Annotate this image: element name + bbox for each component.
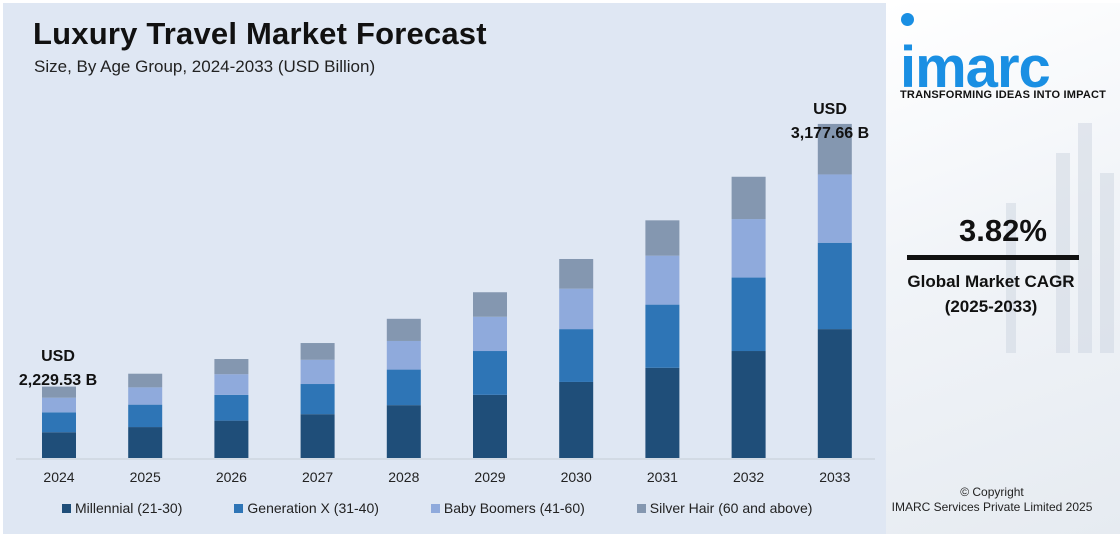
start-value-annotation: USD 2,229.53 B (8, 345, 108, 393)
x-tick-label-2032: 2032 (733, 469, 764, 485)
cagr-label: Global Market CAGR (2025-2033) (886, 269, 1096, 319)
bar-segment-2033-s2 (817, 174, 852, 243)
legend-label: Millennial (21-30) (75, 500, 183, 516)
bar-segment-2025-s0 (128, 427, 163, 458)
x-tick-label-2027: 2027 (302, 469, 333, 485)
bar-segment-2029-s0 (473, 394, 507, 458)
bar-segment-2030-s2 (559, 288, 594, 330)
legend-item-generation-x: Generation X (31-40) (234, 500, 379, 516)
bar-segment-2026-s3 (214, 359, 249, 375)
chart-legend: Millennial (21-30) Generation X (31-40) … (62, 500, 812, 516)
cagr-label-line2: (2025-2033) (944, 297, 1038, 316)
bar-segment-2025-s1 (128, 404, 163, 428)
legend-item-millennial: Millennial (21-30) (62, 500, 182, 516)
bar-segment-2024-s0 (42, 432, 76, 458)
bar-segment-2027-s3 (300, 343, 335, 360)
end-value: 3,177.66 B (790, 125, 870, 142)
x-tick-label-2026: 2026 (216, 469, 247, 485)
legend-swatch (234, 503, 244, 513)
start-value: 2,229.53 B (18, 372, 98, 389)
bar-segment-2032-s2 (731, 219, 766, 278)
x-tick-label-2025: 2025 (130, 469, 161, 485)
copyright-notice: © Copyright IMARC Services Private Limit… (886, 485, 1098, 515)
bar-segment-2029-s3 (473, 292, 507, 317)
x-tick-label-2024: 2024 (43, 469, 74, 485)
bar-segment-2032-s1 (731, 277, 766, 352)
x-tick-label-2030: 2030 (561, 469, 592, 485)
bar-segment-2024-s2 (42, 397, 76, 413)
bar-segment-2029-s1 (473, 351, 507, 395)
bar-segment-2032-s3 (731, 176, 766, 220)
chart-subtitle: Size, By Age Group, 2024-2033 (USD Billi… (34, 57, 376, 76)
bar-segment-2027-s1 (300, 384, 335, 415)
bar-segment-2031-s3 (645, 220, 680, 256)
legend-swatch (62, 503, 71, 513)
bar-segment-2027-s2 (300, 359, 335, 385)
bar-segment-2030-s3 (559, 258, 594, 289)
decorative-background-graphic (1006, 123, 1114, 353)
logo-tagline: TRANSFORMING IDEAS INTO IMPACT (900, 89, 1107, 101)
x-tick-label-2028: 2028 (388, 469, 419, 485)
side-panel: imarc TRANSFORMING IDEAS INTO IMPACT 3.8… (886, 3, 1120, 534)
x-tick-label-2033: 2033 (819, 469, 850, 485)
copyright-line2: IMARC Services Private Limited 2025 (891, 500, 1093, 514)
imarc-logo: imarc (900, 35, 1051, 100)
bar-segment-2032-s0 (731, 351, 766, 458)
bar-segment-2031-s0 (645, 367, 680, 458)
bar-segment-2030-s1 (559, 329, 594, 382)
cagr-value: 3.82% (959, 213, 1047, 248)
bar-segment-2031-s1 (645, 304, 680, 368)
bar-segment-2024-s1 (42, 412, 76, 433)
legend-swatch (430, 503, 440, 513)
bars-layer (42, 123, 852, 458)
end-value-annotation: USD 3,177.66 B (780, 98, 880, 146)
bar-segment-2026-s2 (214, 374, 249, 395)
legend-label: Baby Boomers (41-60) (443, 500, 585, 516)
bar-segment-2025-s2 (128, 387, 163, 405)
legend-item-silver-hair: Silver Hair (60 and above) (636, 500, 813, 516)
start-currency: USD (41, 348, 75, 365)
copyright-line1: © Copyright (960, 485, 1024, 499)
x-tick-label-2031: 2031 (647, 469, 678, 485)
bar-segment-2033-s0 (817, 329, 852, 458)
legend-swatch (636, 503, 646, 513)
chart-title: Luxury Travel Market Forecast (33, 16, 487, 51)
legend-label: Generation X (31-40) (247, 500, 379, 516)
bar-segment-2030-s0 (559, 381, 594, 458)
bar-segment-2028-s0 (386, 405, 421, 458)
bar-segment-2026-s1 (214, 394, 249, 421)
bar-segment-2024-s3 (42, 386, 76, 398)
bar-segment-2033-s3 (817, 123, 852, 175)
legend-label: Silver Hair (60 and above) (649, 500, 813, 516)
cagr-divider (907, 255, 1079, 260)
x-tick-label-2029: 2029 (474, 469, 505, 485)
legend-item-baby-boomers: Baby Boomers (41-60) (430, 500, 585, 516)
bar-segment-2027-s0 (300, 414, 335, 458)
bar-segment-2029-s2 (473, 316, 507, 352)
bar-segment-2025-s3 (128, 373, 163, 388)
bar-chart: 2024 2025 2026 2027 2028 2029 2030 2031 2032 2033 (16, 123, 875, 485)
cagr-label-line1: Global Market CAGR (907, 272, 1075, 291)
bar-segment-2033-s1 (817, 242, 852, 330)
bar-segment-2028-s3 (386, 318, 421, 341)
bar-segment-2031-s2 (645, 255, 680, 305)
bar-segment-2026-s0 (214, 420, 249, 458)
logo-dot (901, 13, 914, 26)
x-tick-labels: 2024 2025 2026 2027 2028 2029 2030 2031 2032 2033 (43, 469, 850, 485)
bar-segment-2028-s1 (386, 369, 421, 406)
end-currency: USD (813, 101, 847, 118)
bar-segment-2028-s2 (386, 340, 421, 370)
